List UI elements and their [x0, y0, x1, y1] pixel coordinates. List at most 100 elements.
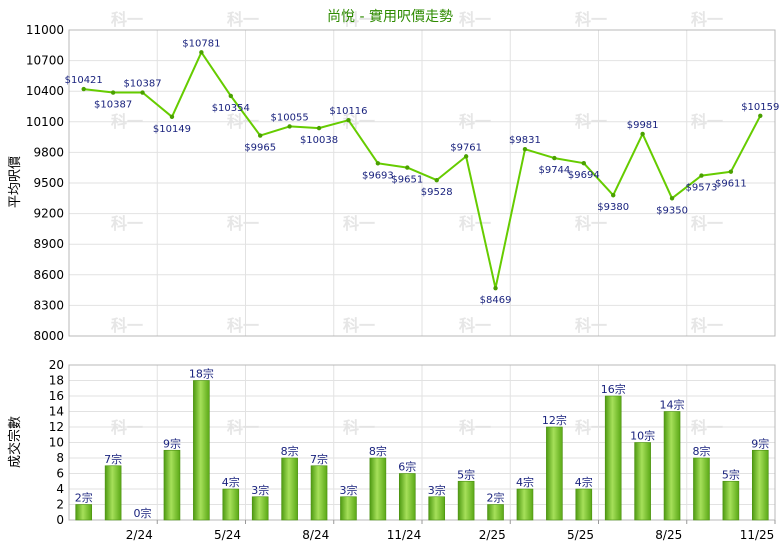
count-data-label: 2宗	[75, 491, 93, 505]
price-point	[552, 155, 557, 161]
count-bar	[546, 426, 563, 521]
watermark-text: 科一	[343, 214, 375, 233]
count-data-label: 18宗	[189, 367, 214, 381]
price-y-tick-label: 8900	[33, 237, 64, 251]
watermark-text: 科一	[111, 10, 143, 29]
count-bar	[722, 480, 740, 521]
price-data-label: $10387	[94, 100, 132, 111]
x-tick-label: 11/25	[740, 528, 775, 542]
count-bar	[340, 496, 357, 521]
price-point	[316, 125, 322, 131]
watermark-text: 科一	[227, 316, 259, 335]
count-bar	[693, 457, 710, 521]
price-point	[463, 154, 469, 159]
count-data-label: 5宗	[722, 467, 740, 481]
price-point	[669, 196, 675, 201]
watermark-text: 科一	[575, 10, 607, 29]
price-point	[699, 173, 704, 178]
count-axis-label: 成交宗數	[7, 416, 23, 468]
count-data-label: 7宗	[310, 452, 328, 466]
price-point	[640, 131, 645, 137]
price-data-label: $10116	[329, 106, 367, 117]
watermark-text: 科一	[575, 316, 607, 335]
x-tick-label: 5/24	[214, 528, 241, 542]
price-data-label: $10354	[212, 103, 250, 114]
price-point	[287, 124, 292, 129]
x-tick-label: 2/25	[479, 528, 506, 542]
count-bar	[281, 457, 298, 521]
count-bar	[516, 488, 534, 521]
count-data-label: 0宗	[134, 506, 152, 520]
price-y-tick-label: 9800	[33, 145, 64, 159]
price-data-label: $9350	[656, 205, 688, 216]
price-data-label: $10387	[123, 79, 161, 90]
count-bar	[193, 380, 210, 521]
count-bar	[575, 488, 593, 521]
price-data-label: $10038	[300, 135, 338, 146]
count-y-tick-label: 20	[49, 358, 64, 372]
price-data-label: $10055	[271, 112, 309, 123]
count-data-label: 9宗	[751, 436, 769, 450]
count-bar	[75, 504, 93, 521]
price-series-line	[83, 51, 762, 290]
price-point	[375, 161, 381, 166]
count-data-label: 16宗	[601, 382, 626, 396]
price-point	[199, 50, 204, 55]
x-tick-label: 8/25	[655, 528, 682, 542]
count-y-tick-label: 18	[49, 374, 64, 388]
price-y-tick-label: 8000	[33, 329, 64, 343]
price-y-tick-label: 8300	[33, 298, 64, 312]
count-bar	[369, 457, 387, 521]
price-point	[434, 177, 439, 183]
count-bar	[222, 488, 240, 521]
price-data-label: $9965	[244, 143, 276, 154]
price-data-label: $9380	[597, 202, 629, 213]
watermark-text: 科一	[691, 214, 723, 233]
count-y-tick-label: 6	[56, 467, 64, 481]
price-y-tick-label: 9200	[33, 207, 64, 221]
count-data-label: 5宗	[457, 467, 475, 481]
price-point	[258, 133, 263, 138]
price-data-label: $10159	[741, 102, 779, 113]
watermark-text: 科一	[691, 10, 723, 29]
count-bar	[634, 442, 651, 521]
price-y-tick-label: 10400	[26, 84, 64, 98]
count-data-label: 14宗	[660, 398, 685, 412]
count-y-tick-label: 12	[49, 420, 64, 434]
count-y-tick-label: 4	[56, 482, 64, 496]
price-data-label: $9831	[509, 135, 541, 146]
price-data-label: $10149	[153, 124, 191, 135]
price-y-tick-label: 8600	[33, 268, 64, 282]
count-data-label: 7宗	[104, 452, 122, 466]
count-bar	[457, 480, 475, 521]
price-data-label: $9611	[715, 179, 747, 190]
price-data-label: $9528	[421, 187, 453, 198]
price-point	[728, 169, 734, 174]
price-point	[140, 90, 145, 95]
count-data-label: 12宗	[542, 413, 567, 427]
count-bar	[487, 504, 504, 521]
price-point	[611, 193, 616, 198]
price-point	[581, 161, 586, 166]
watermark-text: 科一	[691, 316, 723, 335]
count-data-label: 6宗	[398, 460, 416, 474]
price-point	[346, 117, 351, 123]
price-point	[758, 113, 763, 118]
count-data-label: 8宗	[281, 444, 299, 458]
price-data-label: $9761	[450, 142, 482, 153]
count-bar	[310, 465, 328, 521]
count-data-label: 9宗	[163, 436, 181, 450]
price-point	[493, 285, 498, 291]
price-data-label: $9693	[362, 170, 394, 181]
count-y-tick-label: 2	[56, 498, 64, 512]
price-y-tick-label: 11000	[26, 23, 64, 37]
price-point	[522, 147, 528, 152]
count-data-label: 3宗	[251, 483, 269, 497]
watermark-text: 科一	[459, 316, 491, 335]
count-bar	[428, 496, 446, 521]
watermark-text: 科一	[459, 214, 491, 233]
price-data-label: $8469	[480, 295, 512, 306]
count-y-tick-label: 8	[56, 451, 64, 465]
price-line-chart: 8000 8300 8600 8900 9200 9500 9800 10100 10400 10…	[26, 23, 780, 343]
